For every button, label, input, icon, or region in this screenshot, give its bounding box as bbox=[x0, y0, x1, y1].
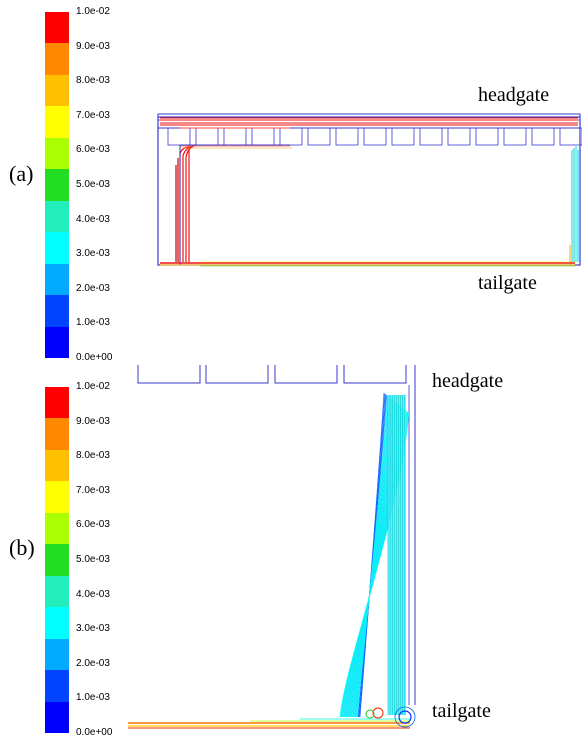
pillar bbox=[447, 127, 471, 146]
colorbar-tick-label: 9.0e-03 bbox=[76, 415, 110, 427]
colorbar-swatch bbox=[45, 74, 69, 107]
colorbar-tick-label: 6.0e-03 bbox=[76, 144, 110, 156]
pillar bbox=[391, 127, 415, 146]
colorbar-swatch bbox=[45, 607, 69, 640]
domain-outline bbox=[157, 116, 581, 266]
panel-b: 1.0e-02 9.0e-03 8.0e-03 7.0e-03 6.0e-03 5.0e-… bbox=[0, 365, 582, 738]
colorbar-swatch bbox=[45, 638, 69, 671]
colorbar-tick-label: 1.0e-03 bbox=[76, 692, 110, 704]
pillar bbox=[307, 127, 331, 146]
colorbar-swatch bbox=[45, 295, 69, 328]
colorbar-tick-label: 3.0e-03 bbox=[76, 248, 110, 260]
pillar bbox=[419, 127, 443, 146]
pillar bbox=[531, 127, 555, 146]
pillar bbox=[167, 127, 191, 146]
panel-b-streamline-plot bbox=[128, 365, 416, 729]
colorbar-swatch bbox=[45, 232, 69, 265]
colorbar-b bbox=[45, 387, 69, 734]
pillar bbox=[279, 127, 303, 146]
colorbar-swatch bbox=[45, 263, 69, 296]
colorbar-swatch bbox=[45, 544, 69, 577]
tailgate-label-b: tailgate bbox=[432, 700, 491, 722]
pillar bbox=[475, 127, 499, 146]
colorbar-swatch bbox=[45, 12, 69, 44]
colorbar-tick-label: 2.0e-03 bbox=[76, 657, 110, 669]
tailgate-streamlines-b bbox=[128, 718, 410, 729]
colorbar-tick-label: 1.0e-02 bbox=[76, 381, 110, 392]
pillar-row bbox=[167, 127, 582, 146]
return-streamline-fan bbox=[339, 392, 410, 718]
pillar bbox=[223, 127, 247, 146]
colorbar-swatch bbox=[45, 481, 69, 514]
pillar bbox=[363, 127, 387, 146]
colorbar-tick-label: 5.0e-03 bbox=[76, 179, 110, 190]
colorbar-tick-label: 1.0e-02 bbox=[76, 6, 110, 17]
tailgate-label-a: tailgate bbox=[478, 272, 537, 294]
headgate-pillars bbox=[137, 365, 407, 384]
colorbar-tick-label: 7.0e-03 bbox=[76, 109, 110, 121]
colorbar-swatch bbox=[45, 137, 69, 170]
tailgate-streamlines bbox=[160, 261, 575, 267]
headgate-label-b: headgate bbox=[432, 370, 504, 392]
gob-corner-streamlines bbox=[175, 144, 292, 262]
colorbar-swatch bbox=[45, 387, 69, 419]
pillar bbox=[251, 127, 275, 146]
colorbar-tick-label: 7.0e-03 bbox=[76, 484, 110, 496]
panel-b-label: (b) bbox=[9, 535, 35, 560]
colorbar-tick-label: 1.0e-03 bbox=[76, 317, 110, 329]
colorbar-tick-label: 4.0e-03 bbox=[76, 213, 110, 225]
colorbar-tick-label: 0.0e+00 bbox=[76, 352, 113, 363]
colorbar-tick-label: 9.0e-03 bbox=[76, 40, 110, 52]
colorbar-swatch bbox=[45, 670, 69, 703]
colorbar-swatch bbox=[45, 43, 69, 76]
panel-a-streamline-plot bbox=[157, 113, 582, 267]
colorbar-swatch bbox=[45, 512, 69, 545]
colorbar-tick-label: 8.0e-03 bbox=[76, 450, 110, 462]
colorbar-tick-label: 8.0e-03 bbox=[76, 75, 110, 87]
pillar bbox=[503, 127, 527, 146]
colorbar-swatch bbox=[45, 575, 69, 608]
colorbar-swatch bbox=[45, 200, 69, 233]
colorbar-swatch bbox=[45, 169, 69, 202]
pillar bbox=[559, 127, 582, 146]
headgate-label-a: headgate bbox=[478, 84, 550, 106]
colorbar-swatch bbox=[45, 418, 69, 451]
colorbar-swatch bbox=[45, 326, 69, 359]
panel-a: 1.0e-02 9.0e-03 8.0e-03 7.0e-03 6.0e-03 5.0e-… bbox=[0, 0, 582, 365]
pillar bbox=[335, 127, 359, 146]
tailgate-corner-swirl bbox=[365, 706, 416, 728]
colorbar-tick-label: 4.0e-03 bbox=[76, 588, 110, 600]
colorbar-swatch bbox=[45, 106, 69, 139]
pillar bbox=[195, 127, 219, 146]
colorbar-swatch bbox=[45, 701, 69, 734]
colorbar-tick-label: 3.0e-03 bbox=[76, 623, 110, 635]
colorbar-tick-label: 2.0e-03 bbox=[76, 282, 110, 294]
colorbar-a bbox=[45, 12, 69, 359]
headgate-entry bbox=[157, 113, 581, 129]
headgate-streamlines bbox=[160, 117, 578, 129]
panel-a-label: (a) bbox=[9, 161, 34, 186]
return-streamlines bbox=[569, 146, 579, 262]
colorbar-swatch bbox=[45, 449, 69, 482]
colorbar-tick-label: 6.0e-03 bbox=[76, 519, 110, 531]
colorbar-tick-label: 5.0e-03 bbox=[76, 554, 110, 565]
